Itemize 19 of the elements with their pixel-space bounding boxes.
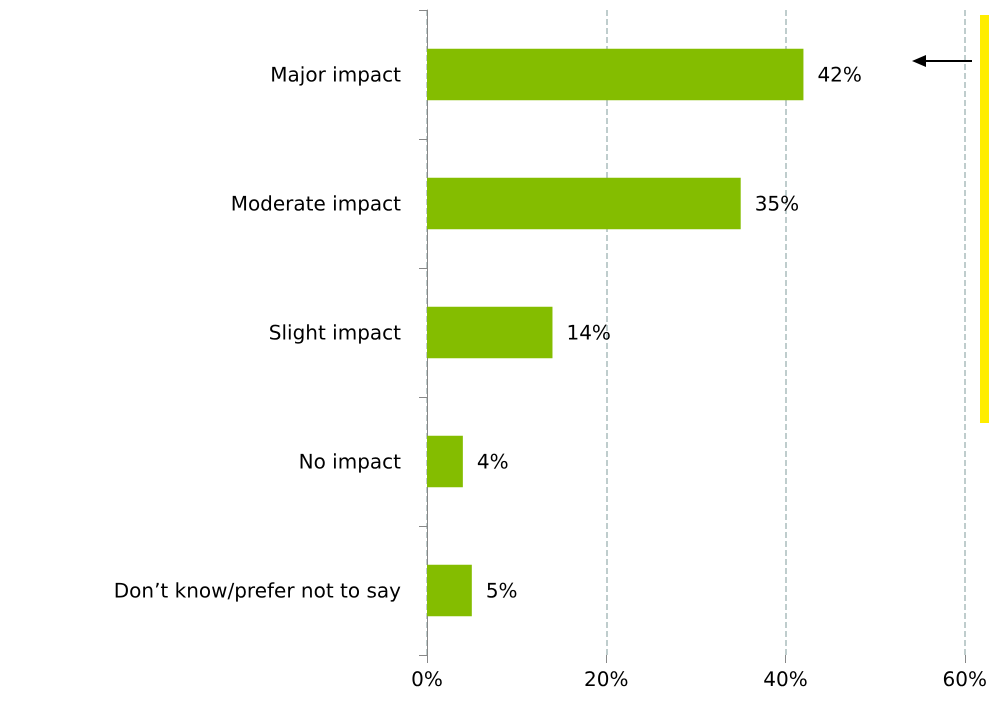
y-tick-label: Don’t know/prefer not to say [114, 578, 402, 602]
x-tick-label: 60% [942, 667, 987, 691]
x-tick-label: 0% [411, 667, 443, 691]
data-label: 5% [486, 578, 518, 602]
bar [427, 178, 741, 230]
y-tick-label: Moderate impact [230, 192, 402, 216]
bar [427, 306, 552, 358]
y-tick-label: No impact [298, 450, 402, 474]
data-label: 42% [817, 62, 862, 86]
bar [427, 564, 472, 616]
data-label: 35% [754, 192, 800, 216]
x-tick-label: 20% [584, 667, 628, 691]
y-tick-label: Slight impact [268, 320, 402, 344]
x-tick-label: 40% [763, 667, 808, 691]
data-label: 14% [566, 320, 611, 344]
data-label: 4% [476, 450, 509, 474]
bar [427, 436, 463, 488]
bar [427, 48, 804, 100]
y-tick-label: Major impact [270, 62, 402, 86]
